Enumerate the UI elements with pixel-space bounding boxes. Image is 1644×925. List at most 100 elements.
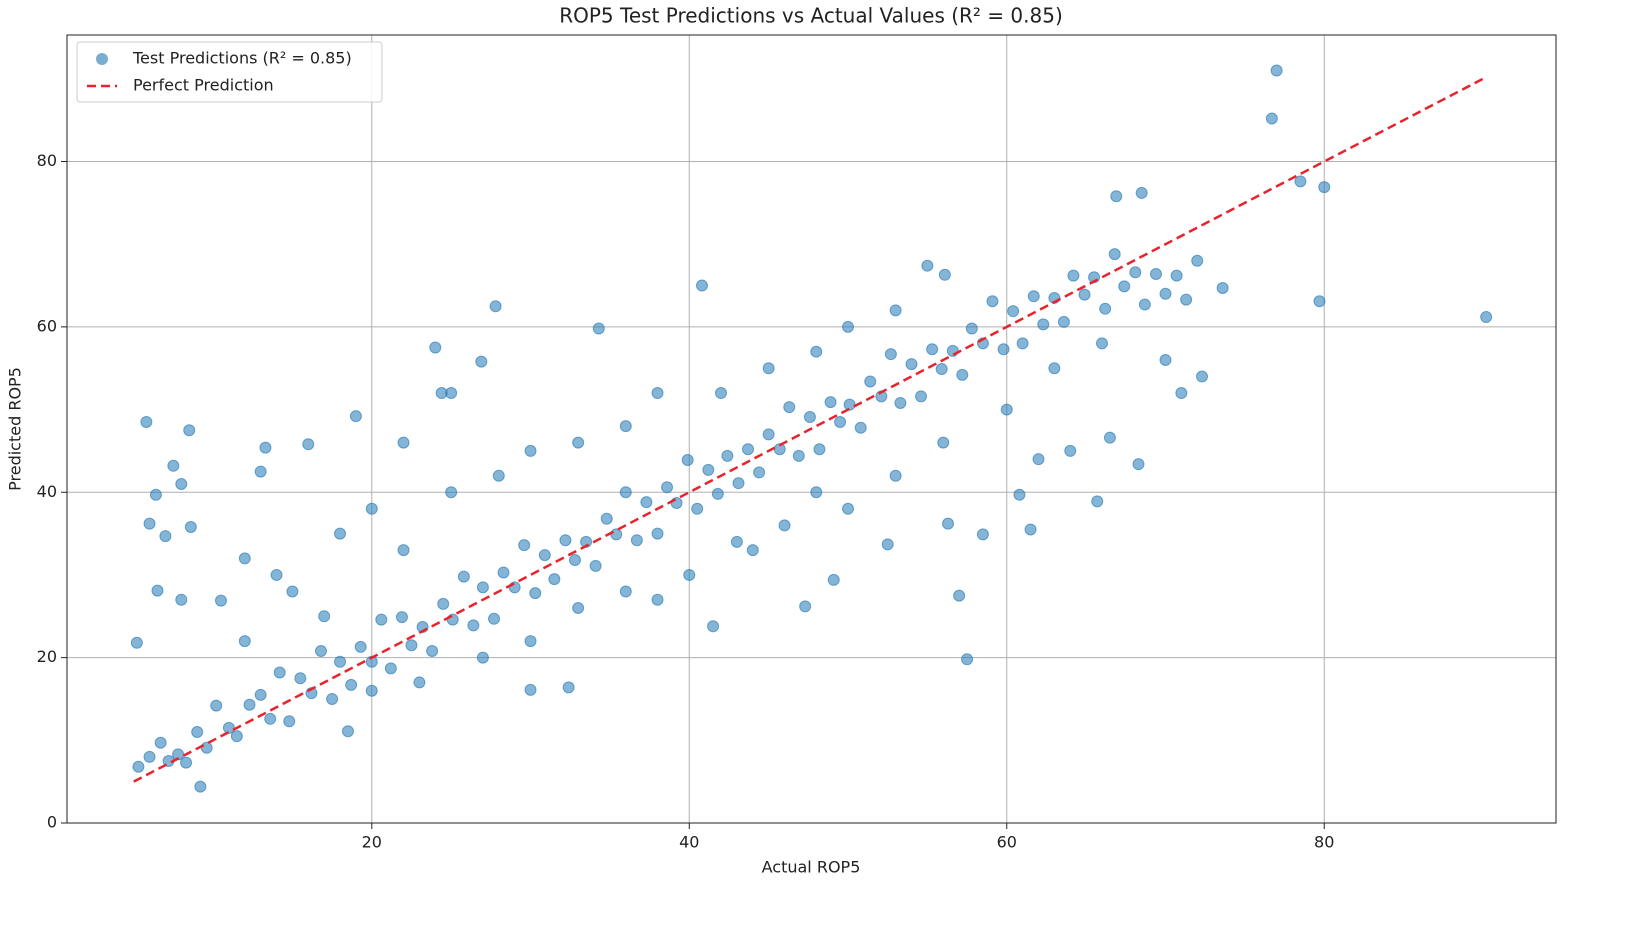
point (1313, 295, 1326, 308)
point (559, 534, 572, 547)
point (619, 486, 632, 499)
y-tick-label: 20 (37, 647, 57, 666)
point (457, 570, 470, 583)
point (799, 600, 812, 613)
point (889, 469, 902, 482)
point (619, 420, 632, 433)
legend: Test Predictions (R² = 0.85) Perfect Pred… (76, 41, 383, 103)
point (397, 436, 410, 449)
point (254, 688, 267, 701)
x-axis-label: Actual ROP5 (762, 858, 861, 877)
point (184, 520, 197, 533)
point (243, 698, 256, 711)
point (334, 527, 347, 540)
point (1032, 453, 1045, 466)
point (783, 401, 796, 414)
point (413, 676, 426, 689)
point (881, 538, 894, 551)
point (1132, 458, 1145, 471)
x-tick-label: 80 (1314, 833, 1334, 852)
point (467, 619, 480, 632)
point (592, 322, 605, 335)
point (210, 699, 223, 712)
point (1013, 488, 1026, 501)
point (1095, 337, 1108, 350)
point (986, 295, 999, 308)
point (824, 396, 837, 409)
point (810, 486, 823, 499)
point (976, 528, 989, 541)
point (721, 449, 734, 462)
point (683, 568, 696, 581)
point (384, 662, 397, 675)
point (965, 322, 978, 335)
point (429, 341, 442, 354)
point (926, 343, 939, 356)
point (707, 620, 720, 633)
point (183, 424, 196, 437)
point (589, 559, 602, 572)
point (942, 517, 955, 530)
point (1024, 523, 1037, 536)
point (1007, 305, 1020, 318)
point (715, 387, 728, 400)
point (681, 454, 694, 467)
point (314, 645, 327, 658)
point (997, 343, 1010, 356)
point (732, 477, 745, 490)
point (238, 552, 251, 565)
plot-frame (66, 34, 1557, 824)
point (445, 387, 458, 400)
point (476, 651, 489, 664)
point (200, 741, 213, 754)
point (283, 715, 296, 728)
point (864, 375, 877, 388)
point (334, 655, 347, 668)
point (341, 725, 354, 738)
point (529, 587, 542, 600)
y-tick-label: 0 (47, 813, 57, 832)
point (318, 610, 331, 623)
point (1103, 431, 1116, 444)
point (746, 544, 759, 557)
y-tick-label: 80 (37, 151, 57, 170)
x-tick-label: 40 (679, 833, 699, 852)
point (1270, 64, 1283, 77)
point (1294, 175, 1307, 188)
point (691, 502, 704, 515)
point (294, 672, 307, 685)
point (159, 530, 172, 543)
legend-label: Test Predictions (R² = 0.85) (132, 49, 352, 68)
point (1265, 112, 1278, 125)
point (956, 368, 969, 381)
point (508, 581, 521, 594)
point (345, 678, 358, 691)
point (938, 268, 951, 281)
point (143, 750, 156, 763)
point (445, 486, 458, 499)
point (610, 528, 623, 541)
point (446, 613, 459, 626)
point (254, 465, 267, 478)
point (492, 469, 505, 482)
point (437, 597, 450, 610)
point (842, 502, 855, 515)
point (568, 554, 581, 567)
point (354, 640, 367, 653)
point (524, 635, 537, 648)
point (562, 681, 575, 694)
point (730, 535, 743, 548)
point (497, 566, 510, 579)
point (302, 438, 315, 451)
point (518, 539, 531, 552)
legend-box (76, 41, 383, 103)
point (1196, 370, 1209, 383)
point (572, 602, 585, 615)
point (1108, 248, 1121, 261)
point (1138, 298, 1151, 311)
point (140, 415, 153, 428)
point (214, 594, 227, 607)
point (792, 449, 805, 462)
point (426, 645, 439, 658)
